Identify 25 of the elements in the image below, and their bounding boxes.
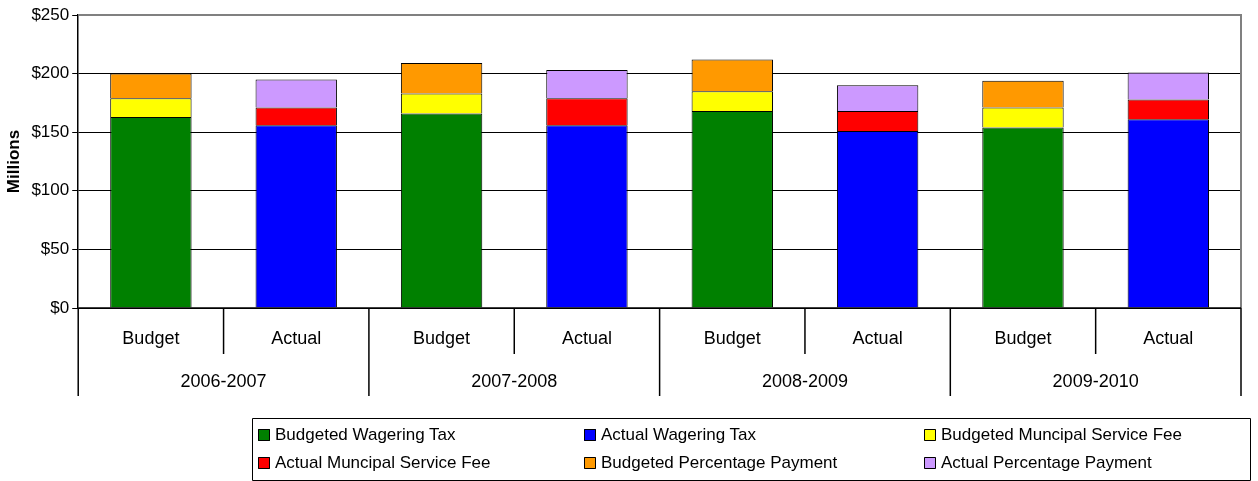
text: 2008-2009: [761, 370, 848, 391]
legend-label: Budgeted Wagering Tax: [275, 424, 457, 444]
legend-label: Budgeted Percentage Payment: [601, 452, 838, 472]
x-tick-label: Actual: [852, 327, 903, 348]
legend-label: Actual Wagering Tax: [601, 424, 757, 444]
legend-label: Actual Muncipal Service Fee: [275, 452, 491, 472]
text: 2007-2008: [471, 370, 558, 391]
legend-label: Budgeted Muncipal Service Fee: [941, 424, 1182, 444]
y-tick-label: $50: [40, 239, 70, 259]
text: 2009-2010: [1052, 370, 1139, 391]
y-axis-title: Millions: [3, 129, 23, 194]
x-tick-label: Budget: [703, 327, 761, 348]
x-tick-label: Actual: [1143, 327, 1194, 348]
y-tick-label: $0: [50, 297, 70, 317]
y-tick-label: $200: [31, 63, 70, 83]
y-tick-label: $250: [31, 4, 70, 24]
x-tick-label: Actual: [561, 327, 612, 348]
y-tick-label: $100: [31, 180, 70, 200]
x-tick-label: Budget: [122, 327, 180, 348]
legend-label: Actual Percentage Payment: [941, 452, 1153, 472]
x-tick-label: Budget: [994, 327, 1052, 348]
x-tick-label: Budget: [413, 327, 471, 348]
x-tick-label: Actual: [271, 327, 322, 348]
y-tick-label: $150: [31, 121, 70, 141]
text: 2006-2007: [180, 370, 267, 391]
